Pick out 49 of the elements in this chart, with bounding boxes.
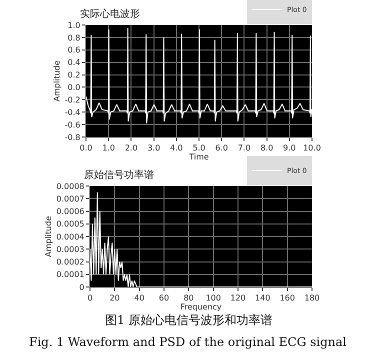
y-tick-label: 0.4 [68, 58, 80, 68]
y-tick-label: 0.0005 [56, 220, 84, 229]
x-tick-label: 80 [184, 294, 194, 303]
x-tick-label: 120 [230, 294, 246, 303]
x-axis-title: Time [188, 152, 209, 162]
y-axis-title: Amplitude [44, 216, 54, 257]
x-axis-title: Frequency [180, 302, 222, 312]
x-tick-label: 7.0 [238, 144, 251, 153]
x-tick-label: 60 [158, 294, 170, 303]
x-tick-label: 140 [255, 294, 270, 303]
y-tick-label: 0.0 [68, 83, 80, 92]
x-tick-label: 2.0 [124, 144, 138, 153]
y-tick-label: 0.0001 [56, 270, 84, 280]
y-tick-label: -0.2 [64, 95, 80, 104]
y-tick-label: 0.2 [68, 70, 80, 80]
y-tick-label: 0.6 [68, 46, 80, 55]
y-tick-label: -0.4 [64, 108, 80, 117]
y-tick-label: 1.0 [68, 20, 80, 30]
y-tick-label: 0.0004 [56, 232, 84, 242]
y-tick-label: 0 [79, 282, 84, 292]
x-tick-label: 160 [280, 294, 295, 303]
chart-title: 原始信号功率谱 [84, 169, 154, 181]
y-tick-label: -0.6 [64, 120, 80, 130]
x-tick-label: 5.0 [192, 144, 206, 153]
y-axis-title: Amplitude [52, 60, 62, 102]
y-tick-label: 0.0007 [56, 194, 84, 204]
y-tick-label: 0.0006 [56, 207, 84, 216]
x-tick-label: 4.0 [170, 144, 183, 153]
x-tick-label: 40 [134, 294, 144, 303]
caption: Fig. 1 Waveform and PSD of the original ECG signal [29, 335, 347, 349]
x-tick-label: 180 [304, 294, 320, 303]
x-tick-label: 6.0 [215, 144, 228, 153]
x-tick-label: 8.0 [260, 144, 274, 153]
x-tick-label: 20 [110, 294, 120, 303]
y-tick-label: 0.0003 [56, 244, 84, 254]
x-tick-label: 1.0 [102, 144, 115, 153]
caption: 图1 原始心电信号波形和功率谱 [105, 313, 272, 327]
x-tick-label: 100 [206, 294, 221, 303]
y-tick-label: 0.0002 [56, 258, 84, 267]
x-tick-label: 0 [87, 294, 93, 303]
x-tick-label: 0.0 [80, 144, 92, 153]
chart-title: 实际心电波形 [80, 8, 140, 20]
x-tick-label: 9.0 [283, 144, 296, 153]
y-tick-label: 0.0008 [56, 182, 84, 191]
y-tick-label: -0.8 [64, 132, 80, 142]
x-tick-label: 3.0 [147, 144, 160, 153]
line-series [86, 28, 312, 124]
x-tick-label: 10.0 [303, 144, 321, 153]
y-tick-label: 0.8 [68, 33, 80, 42]
